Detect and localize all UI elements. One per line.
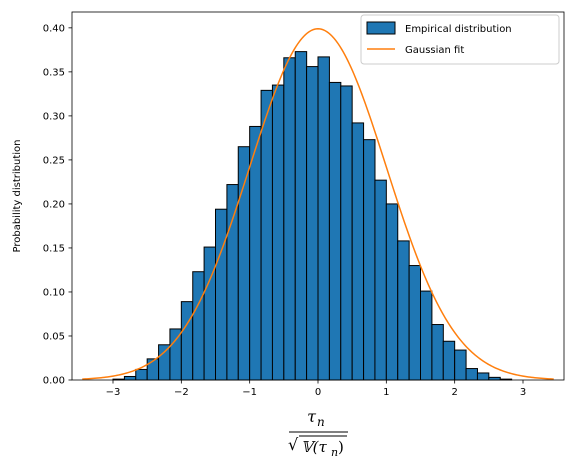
x-axis-ticks: −3 −2 −1 0 1 2 3: [106, 380, 526, 398]
histogram-bar: [192, 271, 205, 381]
legend-label-empirical: Empirical distribution: [405, 24, 512, 35]
svg-text:): ): [338, 438, 344, 456]
x-label-numerator-sub: n: [317, 415, 325, 429]
histogram-bar: [271, 84, 285, 381]
y-tick-label: 0.05: [43, 331, 65, 342]
y-tick-label: 0.10: [43, 287, 65, 298]
histogram-bar: [294, 51, 308, 381]
histogram-bar: [123, 375, 137, 381]
y-tick-label: 0.25: [43, 155, 65, 166]
x-tick-label: 3: [520, 387, 526, 398]
legend-frame: [360, 14, 560, 65]
histogram-bar: [215, 208, 228, 381]
svg-text:n: n: [317, 415, 325, 429]
histogram-bar: [340, 85, 353, 381]
x-label-denominator-sub: n: [331, 446, 338, 459]
gaussian-fit-line: [82, 28, 554, 380]
legend-swatch-empirical: [366, 21, 396, 35]
histogram-bar: [328, 81, 342, 381]
y-axis-label: Probability distribution: [12, 139, 23, 252]
histogram-bar: [260, 89, 273, 381]
histogram-bars: [112, 51, 513, 381]
histogram-bar: [180, 301, 194, 381]
histogram-bar: [397, 240, 410, 381]
histogram-bar: [420, 290, 433, 381]
y-tick-label: 0.35: [43, 67, 65, 78]
histogram-bar: [363, 139, 376, 381]
histogram-bar: [431, 324, 444, 381]
histogram-bar: [237, 146, 251, 381]
y-tick-label: 0.00: [43, 376, 65, 387]
x-label-sqrt: √: [288, 435, 299, 454]
histogram-bar: [442, 340, 456, 381]
histogram-bar: [385, 203, 399, 381]
x-tick-label: −3: [106, 387, 121, 398]
svg-text:n: n: [331, 446, 338, 459]
histogram-bar: [146, 358, 160, 381]
x-tick-label: −2: [174, 387, 189, 398]
histogram-bar: [158, 344, 171, 381]
y-tick-label: 0.20: [43, 199, 65, 210]
y-axis-ticks: 0.00 0.05 0.10 0.15 0.20 0.25 0.30 0.35 0.40: [43, 23, 72, 387]
histogram-bar: [135, 368, 148, 381]
svg-text:𝕍(τ: 𝕍(τ: [301, 438, 327, 456]
svg-text:√: √: [288, 435, 299, 454]
y-tick-label: 0.40: [43, 23, 65, 34]
histogram-bar: [169, 328, 182, 381]
x-axis-label: τ n √ 𝕍(τ n ): [288, 407, 348, 459]
legend-label-gaussian: Gaussian fit: [405, 45, 464, 56]
histogram-bar: [465, 368, 478, 381]
y-tick-label: 0.15: [43, 243, 65, 254]
histogram-bar: [226, 184, 239, 381]
x-tick-label: 0: [315, 387, 321, 398]
svg-text:τ: τ: [307, 407, 317, 426]
histogram-bar: [283, 57, 296, 381]
x-tick-label: 1: [383, 387, 389, 398]
y-tick-label: 0.30: [43, 111, 65, 122]
x-label-numerator: τ: [307, 407, 317, 426]
histogram-bar: [203, 246, 216, 381]
histogram-bar: [317, 56, 330, 381]
x-tick-label: 2: [451, 387, 457, 398]
legend: Empirical distribution Gaussian fit: [360, 14, 560, 65]
x-label-variance: 𝕍(τ: [301, 438, 327, 456]
x-tick-label: −1: [242, 387, 257, 398]
histogram-bar: [476, 372, 490, 381]
histogram-bar: [408, 265, 422, 381]
histogram-bar: [351, 122, 365, 381]
histogram-bar: [249, 125, 262, 381]
histogram-bar: [306, 66, 319, 381]
histogram-bar: [374, 179, 387, 381]
x-label-close-paren: ): [338, 438, 344, 456]
histogram-bar: [454, 349, 467, 381]
